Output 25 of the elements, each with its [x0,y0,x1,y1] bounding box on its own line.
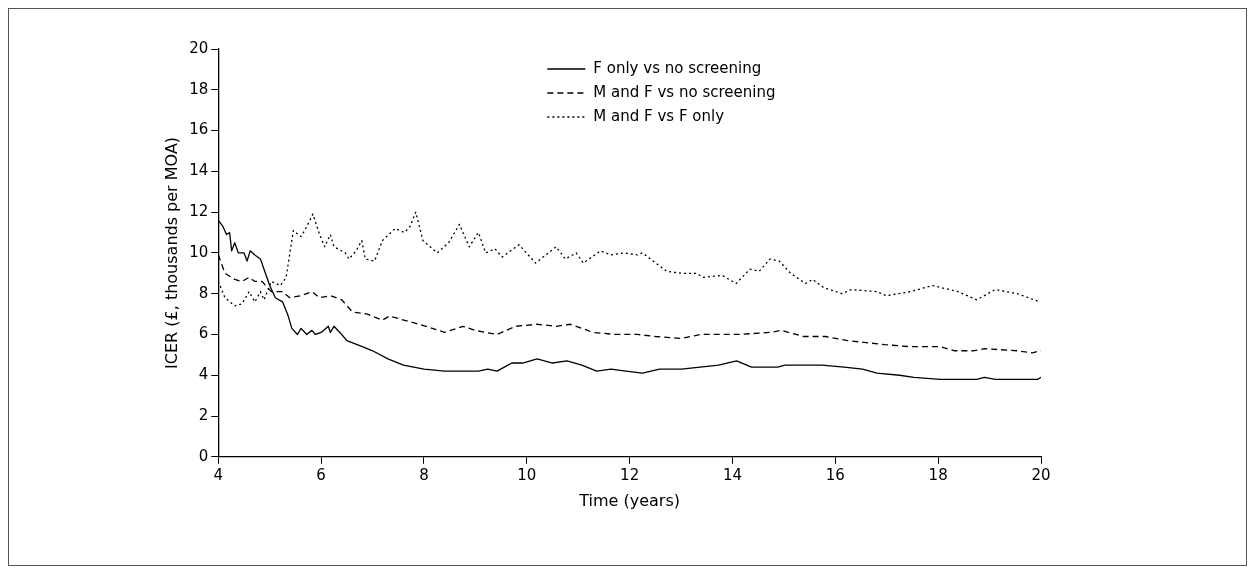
y-tick-label: 10 [189,242,209,261]
y-tick-label: 14 [189,161,209,180]
y-tick-label: 4 [198,365,209,384]
y-tick-label: 18 [189,79,209,98]
y-tick-label: 8 [198,283,209,302]
x-tick-label: 10 [517,465,537,484]
x-tick-label: 20 [1031,465,1051,484]
x-tick-label: 14 [722,465,743,484]
y-tick-label: 2 [198,405,209,424]
y-tick-label: 0 [198,446,209,465]
legend-label: M and F vs F only [593,106,725,125]
x-tick-label: 18 [928,465,948,484]
y-axis-title: ICER (£, thousands per MOA) [161,136,181,369]
x-tick-label: 8 [419,465,429,484]
y-tick-label: 16 [189,120,209,139]
y-tick-label: 20 [189,38,209,57]
x-tick-label: 12 [620,465,640,484]
y-tick-label: 6 [198,324,209,343]
legend-label: F only vs no screening [593,58,762,77]
x-tick-label: 4 [213,465,224,484]
x-axis-title: Time (years) [578,490,681,510]
x-tick-label: 16 [825,465,845,484]
y-tick-label: 12 [189,202,209,221]
legend-label: M and F vs no screening [593,82,776,101]
x-tick-label: 6 [316,465,326,484]
